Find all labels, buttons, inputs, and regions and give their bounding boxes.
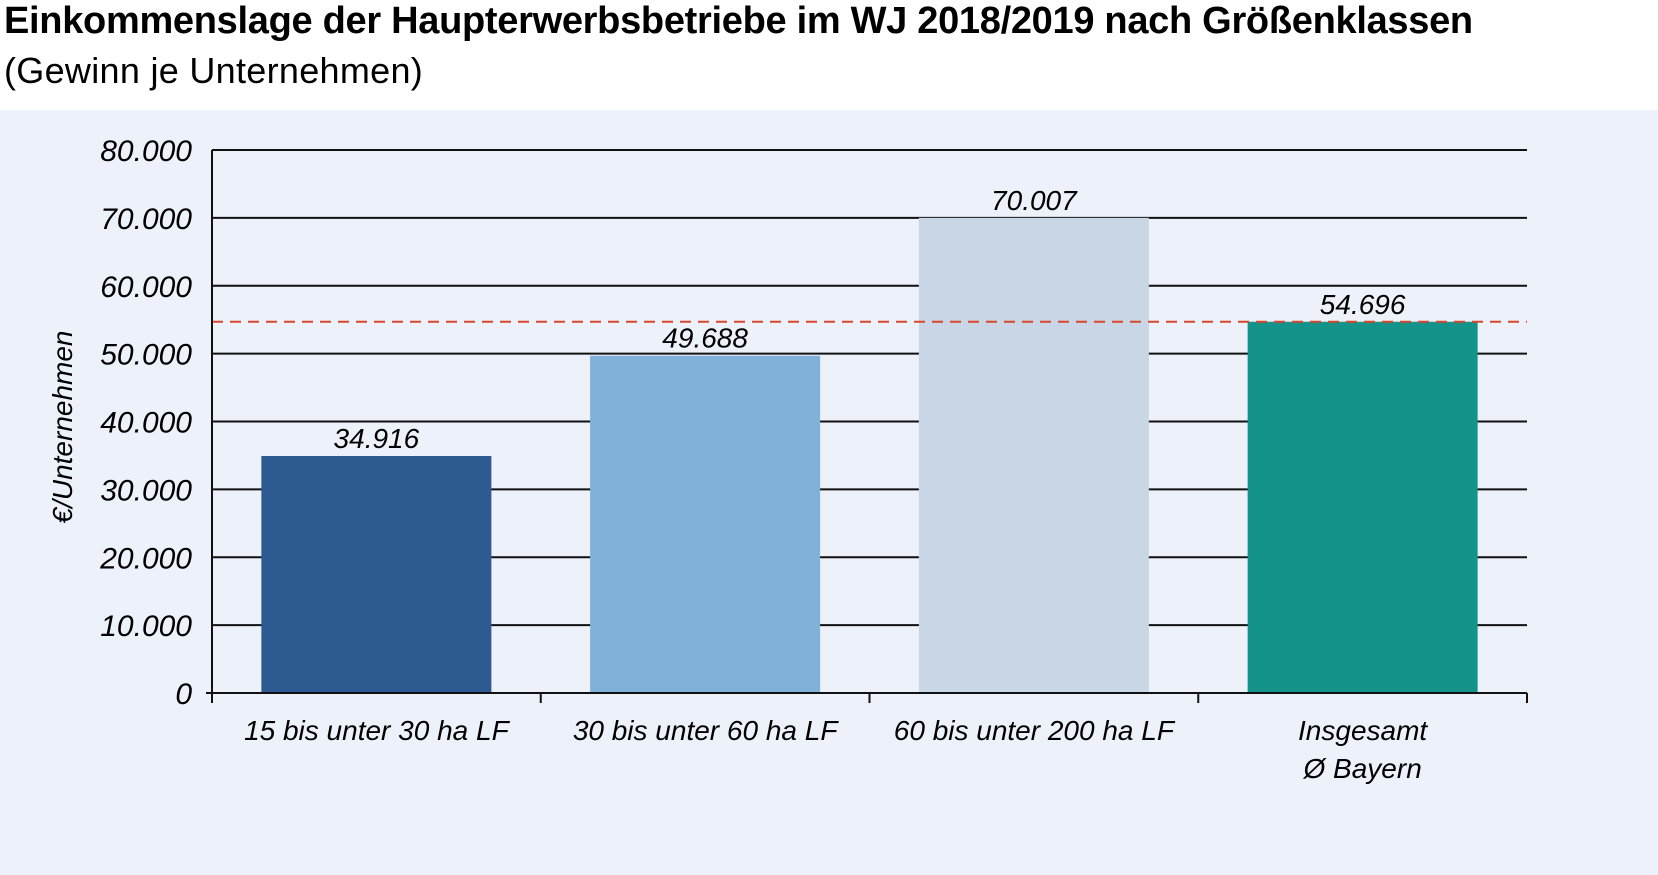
data-label-1: 34.916	[334, 423, 420, 454]
y-axis-label: €/Unternehmen	[47, 330, 78, 523]
axes	[206, 150, 1528, 703]
data-label-3: 70.007	[991, 185, 1078, 216]
y-tick-label-8: 80.000	[100, 135, 192, 168]
y-tick-label-3: 30.000	[100, 474, 192, 507]
y-tick-labels: 0 10.000 20.000 30.000 40.000 50.000 60.000 70.…	[99, 135, 192, 711]
x-category-label-4-line-1: Insgesamt	[1298, 715, 1428, 746]
data-labels: 34.916 49.688 70.007 54.696	[334, 185, 1406, 454]
x-category-label-3: 60 bis unter 200 ha LF	[894, 715, 1176, 746]
x-category-labels: 15 bis unter 30 ha LF 30 bis unter 60 ha …	[244, 715, 1428, 784]
data-label-2: 49.688	[662, 323, 748, 354]
y-tick-label-1: 10.000	[100, 610, 192, 643]
y-tick-label-6: 60.000	[100, 271, 192, 304]
bar-3	[918, 217, 1149, 693]
chart-title: Einkommenslage der Haupterwerbsbetriebe …	[4, 0, 1473, 42]
bar-2	[590, 355, 821, 693]
x-category-label-4-line-2: Ø Bayern	[1302, 753, 1421, 784]
bars	[261, 217, 1478, 693]
data-label-4: 54.696	[1320, 289, 1406, 320]
y-tick-label-5: 50.000	[100, 339, 192, 372]
x-category-label-2: 30 bis unter 60 ha LF	[573, 715, 840, 746]
bar-1	[261, 456, 492, 693]
y-tick-label-0: 0	[175, 678, 192, 711]
chart-subtitle: (Gewinn je Unternehmen)	[4, 50, 424, 91]
y-tick-label-4: 40.000	[100, 407, 192, 440]
y-tick-label-7: 70.000	[100, 203, 192, 236]
y-tick-label-2: 20.000	[99, 542, 192, 575]
x-category-label-1: 15 bis unter 30 ha LF	[244, 715, 511, 746]
bar-4	[1247, 321, 1478, 693]
